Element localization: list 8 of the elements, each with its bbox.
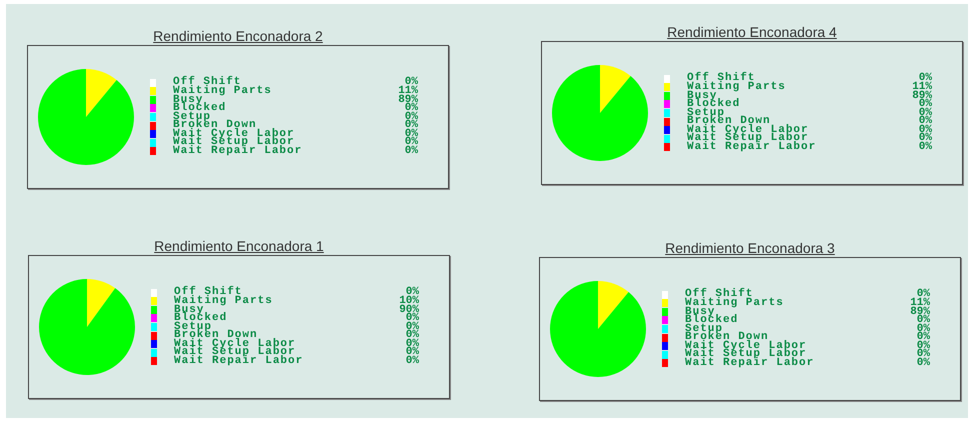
chart-title: Rendimiento Enconadora 2 bbox=[152, 27, 324, 45]
chart-title: Rendimiento Enconadora 3 bbox=[664, 239, 836, 257]
legend-label: Busy bbox=[687, 90, 718, 102]
legend-label: Busy bbox=[173, 94, 204, 106]
legend-label: Busy bbox=[685, 306, 716, 318]
legend-label: Busy bbox=[174, 304, 204, 316]
chart-title: Rendimiento Enconadora 1 bbox=[153, 237, 325, 255]
chart-title: Rendimiento Enconadora 4 bbox=[666, 23, 838, 41]
